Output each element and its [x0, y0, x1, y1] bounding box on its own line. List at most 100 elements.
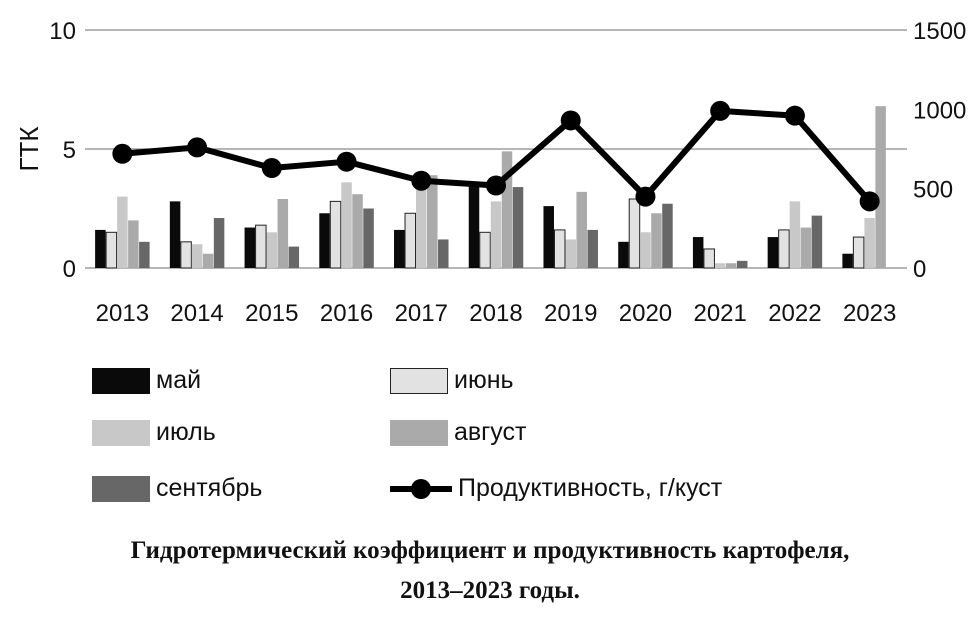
bar	[800, 227, 812, 268]
bar	[662, 203, 673, 268]
legend-swatch-june	[390, 367, 448, 394]
x-tick-label: 2017	[395, 300, 448, 327]
bar	[640, 232, 651, 268]
productivity-point	[784, 105, 805, 126]
bar	[501, 151, 513, 268]
legend-swatch-august	[390, 419, 448, 446]
productivity-point	[261, 158, 282, 179]
legend-swatch-july	[92, 419, 150, 446]
bar	[288, 246, 300, 268]
productivity-point	[635, 186, 656, 207]
productivity-point	[411, 170, 432, 191]
bar	[202, 253, 214, 268]
bar	[394, 229, 405, 268]
bar	[169, 201, 181, 268]
bar	[95, 229, 106, 268]
x-tick-label: 2013	[96, 300, 149, 327]
bar	[811, 215, 823, 268]
legend-label-productivity: Продуктивность, г/куст	[458, 474, 723, 502]
bar	[341, 182, 352, 268]
x-tick-label: 2020	[619, 300, 672, 327]
bar	[512, 187, 524, 268]
bar	[725, 263, 737, 268]
bar	[427, 175, 438, 268]
bar	[352, 194, 363, 268]
bar	[842, 253, 853, 268]
productivity-point	[187, 137, 208, 158]
legend-item-september: сентябрь	[92, 474, 262, 503]
legend-label-august: август	[454, 418, 527, 446]
legend-swatch-productivity	[390, 478, 452, 499]
bar	[587, 229, 598, 268]
productivity-point	[336, 151, 357, 172]
productivity-point	[710, 100, 731, 121]
bar	[864, 218, 875, 268]
x-tick-label: 2023	[843, 300, 896, 327]
chart: 0 5 10 0 500 1000 1500 ГТК 2013 2014 2015 2016 2017 2…	[14, 18, 966, 327]
bar	[875, 106, 886, 268]
bar	[852, 236, 865, 269]
productivity-point	[112, 143, 133, 164]
bar	[576, 191, 587, 268]
y-right-tick-label: 1000	[913, 97, 966, 124]
bar	[703, 248, 715, 269]
bar	[651, 213, 662, 268]
bar	[266, 232, 278, 268]
bar	[553, 229, 566, 269]
bar	[117, 196, 128, 268]
bar	[128, 220, 139, 268]
x-tick-label: 2018	[469, 300, 522, 327]
bar	[277, 198, 289, 268]
x-tick-label: 2014	[170, 300, 223, 327]
bar	[213, 218, 225, 268]
bar	[191, 244, 203, 268]
y-right-tick-label: 0	[913, 256, 926, 283]
bar	[789, 201, 801, 268]
caption-line-1: Гидротермический коэффициент и продуктив…	[130, 537, 850, 564]
productivity-point	[859, 191, 880, 212]
bar	[490, 201, 502, 268]
bar	[479, 231, 491, 269]
x-tick-label: 2015	[245, 300, 298, 327]
bar	[139, 241, 150, 268]
bar	[363, 208, 374, 268]
bar	[778, 229, 790, 269]
legend-label-july: июль	[156, 418, 216, 446]
legend-label-may: май	[156, 366, 202, 394]
bar	[404, 212, 417, 269]
productivity-point	[486, 175, 506, 196]
bar	[767, 237, 779, 268]
bar	[565, 239, 576, 268]
bar	[180, 241, 192, 269]
y-right-tick-label: 500	[913, 177, 953, 204]
bar	[438, 239, 449, 268]
legend-swatch-may	[92, 367, 150, 394]
bar	[255, 224, 267, 269]
legend-item-june: июнь	[390, 366, 514, 395]
y-left-tick-label: 5	[63, 137, 76, 164]
y-left-tick-label: 10	[49, 18, 76, 45]
bar	[468, 184, 480, 268]
legend-item-may: май	[92, 366, 201, 395]
bar	[692, 237, 704, 268]
y-left-axis-label: ГТК	[14, 126, 44, 171]
x-tick-label: 2019	[544, 300, 597, 327]
bar	[736, 260, 748, 268]
bar	[319, 213, 330, 268]
bar	[628, 198, 641, 269]
bar	[618, 241, 629, 268]
caption-line-2: 2013–2023 годы.	[400, 577, 580, 604]
productivity-point	[560, 110, 581, 131]
bar	[105, 231, 118, 269]
legend-label-june: июнь	[454, 366, 514, 394]
x-tick-label: 2016	[320, 300, 373, 327]
x-tick-label: 2021	[693, 300, 746, 327]
bar	[329, 200, 342, 269]
bar	[244, 227, 256, 268]
legend-swatch-september	[92, 475, 150, 502]
legend-item-productivity: Продуктивность, г/куст	[390, 474, 722, 503]
y-left-tick-label: 0	[63, 256, 76, 283]
bar	[416, 177, 427, 268]
legend-item-july: июль	[92, 418, 216, 447]
